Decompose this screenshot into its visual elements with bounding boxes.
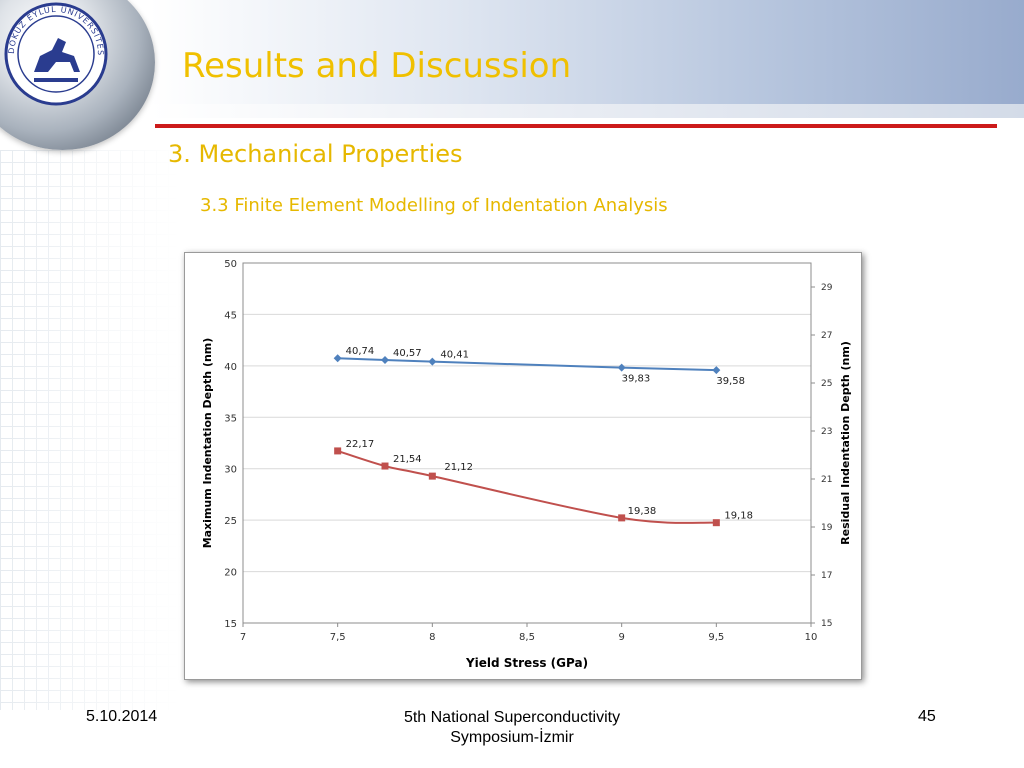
y2-tick-label: 15 [821,619,832,629]
y-tick-label: 50 [224,259,237,270]
footer-date: 5.10.2014 [86,708,158,725]
background-grid-fade [0,150,180,710]
series-line-2 [337,449,717,524]
data-label: 39,58 [716,376,745,387]
header-band [150,0,1024,112]
subsection-heading: 3.3 Finite Element Modelling of Indentat… [200,195,668,216]
x-tick-label: 9,5 [708,632,724,643]
footer-event-line1: 5th National Superconductivity [403,709,621,726]
data-label: 19,38 [628,506,657,517]
y-tick-label: 35 [224,413,237,424]
y-tick-label: 25 [224,516,237,527]
chart-grid [243,262,811,624]
y-tick-label: 45 [224,310,237,321]
data-point [428,357,437,366]
indentation-chart: 15 20 25 30 35 40 45 50 15 17 19 21 23 25 27 29 7 7,5 8 8,5… [201,259,852,670]
university-logo: DOKUZ EYLÜL ÜNİVERSİTESİ [0,0,108,106]
page-number: 45 [918,708,936,725]
section-heading: 3. Mechanical Properties [168,140,463,168]
y2-tick-label: 29 [821,283,833,293]
data-label: 40,74 [346,346,375,357]
y2-tick-label: 19 [821,523,833,533]
data-label: 21,12 [444,462,473,473]
y-axis-title: Maximum Indentation Depth (nm) [201,338,214,549]
y2-axis-title: Residual Indentation Depth (nm) [839,341,852,545]
data-point [712,519,720,527]
data-label: 40,41 [440,350,469,361]
x-axis-title: Yield Stress (GPa) [465,656,588,670]
series-line-1 [337,357,717,372]
data-label: 39,83 [622,374,651,385]
data-label: 22,17 [346,439,375,450]
slide-title: Results and Discussion [182,46,572,86]
x-tick-label: 9 [618,632,624,643]
data-label: 19,18 [724,511,753,522]
footer-event: 5th National Superconductivity Symposium… [352,708,672,748]
data-point [381,355,389,364]
title-divider [155,124,997,128]
plot-area [242,262,812,624]
x-tick-label: 8 [429,632,435,643]
y-tick-label: 40 [224,362,237,373]
data-point [428,472,436,480]
x-tick-label: 8,5 [519,632,535,643]
chart-series: 40,74 40,57 40,41 39,83 39,58 22,17 21,54 21,12… [333,346,753,527]
y2-tick-label: 25 [821,379,832,389]
x-tick-label: 7 [240,632,246,643]
y-tick-label: 15 [224,619,237,630]
data-label: 40,57 [393,348,422,359]
data-point [617,363,626,372]
chart-frame: 15 20 25 30 35 40 45 50 15 17 19 21 23 25 27 29 7 7,5 8 8,5… [184,252,862,680]
y2-tick-label: 21 [821,475,832,485]
data-point [381,462,389,470]
data-point [712,366,721,375]
y2-tick-label: 23 [821,427,832,437]
footer-event-line2: Symposium-İzmir [450,729,574,746]
y-tick-label: 30 [224,465,237,476]
y2-tick-label: 27 [821,331,832,341]
data-point [618,514,626,522]
header-band-lower [150,104,1024,118]
data-point [334,447,342,455]
y2-tick-label: 17 [821,571,832,581]
y-tick-label: 20 [224,568,237,579]
x-tick-label: 10 [805,632,818,643]
x-tick-label: 7,5 [330,632,346,643]
data-label: 21,54 [393,454,422,465]
data-point [333,354,342,363]
axis-ticks: 15 20 25 30 35 40 45 50 15 17 19 21 23 25 27 29 7 7,5 8 8,5… [224,259,832,643]
